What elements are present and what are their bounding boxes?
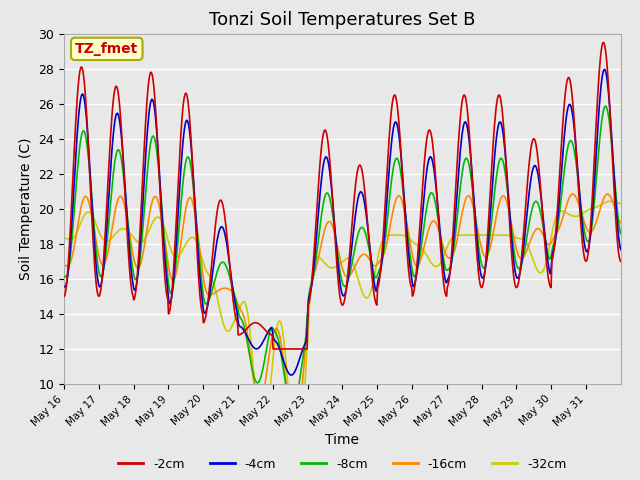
Text: TZ_fmet: TZ_fmet: [75, 42, 138, 56]
Legend: -2cm, -4cm, -8cm, -16cm, -32cm: -2cm, -4cm, -8cm, -16cm, -32cm: [113, 453, 572, 476]
X-axis label: Time: Time: [325, 433, 360, 447]
Y-axis label: Soil Temperature (C): Soil Temperature (C): [19, 138, 33, 280]
Title: Tonzi Soil Temperatures Set B: Tonzi Soil Temperatures Set B: [209, 11, 476, 29]
